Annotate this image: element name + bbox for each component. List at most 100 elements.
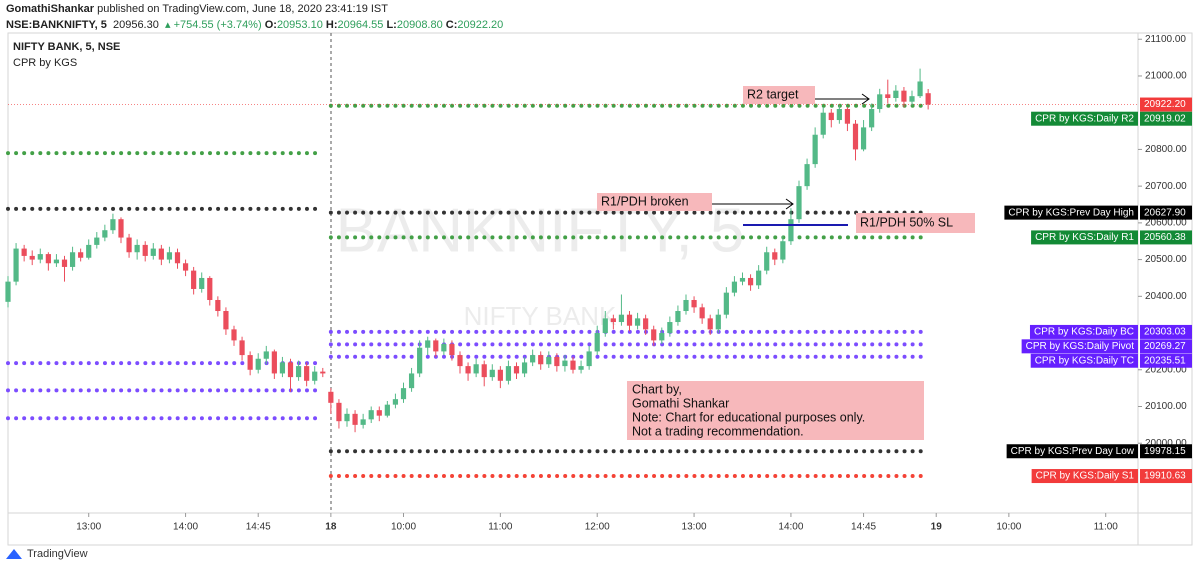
candle-body: [651, 329, 657, 341]
candle-body: [715, 314, 721, 330]
y-tick-label: 20000.00: [1145, 438, 1187, 449]
candle-body: [231, 329, 237, 341]
brand: TradingView: [27, 548, 88, 560]
candle-body: [747, 277, 754, 286]
candle-body: [376, 410, 382, 416]
candle-body: [836, 109, 842, 121]
candle-body: [408, 373, 415, 389]
candle-body: [304, 366, 310, 381]
x-tick-label: 14:45: [851, 522, 876, 533]
level-name-bg: [1029, 324, 1138, 339]
h-label: H:: [325, 19, 338, 31]
level-name-bg: [1031, 230, 1138, 245]
level-value-label-bg: [1140, 111, 1192, 126]
candle-body: [118, 219, 124, 238]
candle-body: [295, 366, 302, 378]
candle-body: [134, 244, 140, 253]
x-tick-label: 14:45: [246, 522, 271, 533]
published: published on TradingView.com, June 18, 2…: [97, 3, 388, 15]
candle-body: [433, 340, 439, 352]
candle-body: [634, 318, 641, 326]
x-tick-label: 13:00: [682, 522, 707, 533]
candle-body: [215, 299, 221, 312]
level-name-label: CPR by KGS:Daily BC: [1034, 327, 1134, 338]
h-value: 20964.55: [337, 19, 384, 31]
candle-body: [166, 252, 173, 260]
legend-title: NIFTY BANK, 5, NSE: [13, 41, 120, 53]
change: ▴ +754.55 (+3.74%): [164, 19, 262, 31]
level-name-bg: [1031, 111, 1138, 126]
candle-body: [764, 252, 770, 271]
level-value-label-bg: [1140, 444, 1192, 459]
l-label: L:: [386, 19, 397, 31]
level-name-label: CPR by KGS:Prev Day Low: [1011, 446, 1135, 457]
candle-body: [578, 366, 584, 370]
x-tick-label: 18: [325, 522, 337, 533]
candle-body: [449, 344, 455, 356]
y-tick-label: 21000.00: [1145, 71, 1187, 82]
x-tick-label: 11:00: [1094, 522, 1119, 533]
candle-body: [199, 277, 205, 289]
candle-body: [37, 254, 43, 260]
candle-body: [780, 241, 786, 260]
candle-body: [368, 410, 374, 420]
annotation-box: [856, 213, 975, 233]
level-value-label-bg: [1140, 469, 1192, 484]
candle-body: [691, 299, 697, 308]
symbol: NSE:BANKNIFTY, 5: [6, 19, 107, 31]
candle-body: [102, 230, 108, 238]
candle-body: [497, 369, 503, 381]
level-name-label: CPR by KGS:Daily R2: [1035, 113, 1134, 124]
frame: [7, 32, 1193, 546]
level-value-label-bg: [1140, 324, 1192, 339]
candle-body: [731, 281, 738, 293]
candle-body: [675, 311, 681, 323]
candle-body: [126, 237, 132, 253]
candle-body: [94, 237, 100, 245]
candle-body: [53, 259, 60, 264]
candle-body: [352, 413, 358, 425]
quote-line: NSE:BANKNIFTY, 5 20956.30 ▴ +754.55 (+3.…: [6, 18, 503, 31]
candle-body: [279, 362, 286, 374]
candle-body: [707, 318, 713, 330]
candle-body: [869, 109, 875, 128]
level-value-label: 20919.02: [1144, 113, 1186, 124]
candle-body: [13, 248, 19, 282]
candle-body: [844, 109, 851, 124]
o-label: O:: [264, 19, 277, 31]
candle-body: [61, 259, 68, 267]
level-value-label: 20560.38: [1144, 232, 1186, 243]
level-name-label: CPR by KGS:Prev Day High: [1008, 207, 1134, 218]
level-name-bg: [1031, 469, 1138, 484]
level-value-label-bg: [1140, 353, 1192, 368]
candle-body: [626, 314, 633, 326]
y-tick-label: 20800.00: [1145, 144, 1187, 155]
publish-line: GomathiShankar published on TradingView.…: [6, 3, 388, 15]
candle-body: [909, 96, 915, 102]
candle-body: [336, 402, 342, 422]
level-name-label: CPR by KGS:Daily TC: [1035, 355, 1134, 366]
level-value-label: 19978.15: [1144, 446, 1186, 457]
candle-body: [223, 311, 229, 330]
candle-body: [489, 369, 495, 378]
arrow: [815, 93, 870, 105]
candle-body: [772, 252, 778, 260]
l-value: 20908.80: [396, 19, 443, 31]
candle-body: [820, 112, 826, 135]
x-tick-label: 11:00: [488, 522, 513, 533]
y-tick-label: 20700.00: [1145, 181, 1187, 192]
annotation-r1: R1/PDH broken: [601, 194, 689, 208]
y-tick-label: 21100.00: [1145, 34, 1186, 45]
candle-body: [45, 254, 51, 264]
candle-body: [29, 255, 35, 260]
candle-body: [796, 186, 802, 220]
logo-icon: [6, 549, 22, 559]
candle-body: [86, 244, 92, 258]
level-name-bg: [1006, 444, 1138, 459]
candle-body: [852, 123, 859, 150]
candle-body: [546, 356, 552, 365]
level-value-label: 20269.27: [1144, 341, 1186, 352]
candle-body: [400, 388, 407, 400]
c-label: C:: [445, 19, 458, 31]
